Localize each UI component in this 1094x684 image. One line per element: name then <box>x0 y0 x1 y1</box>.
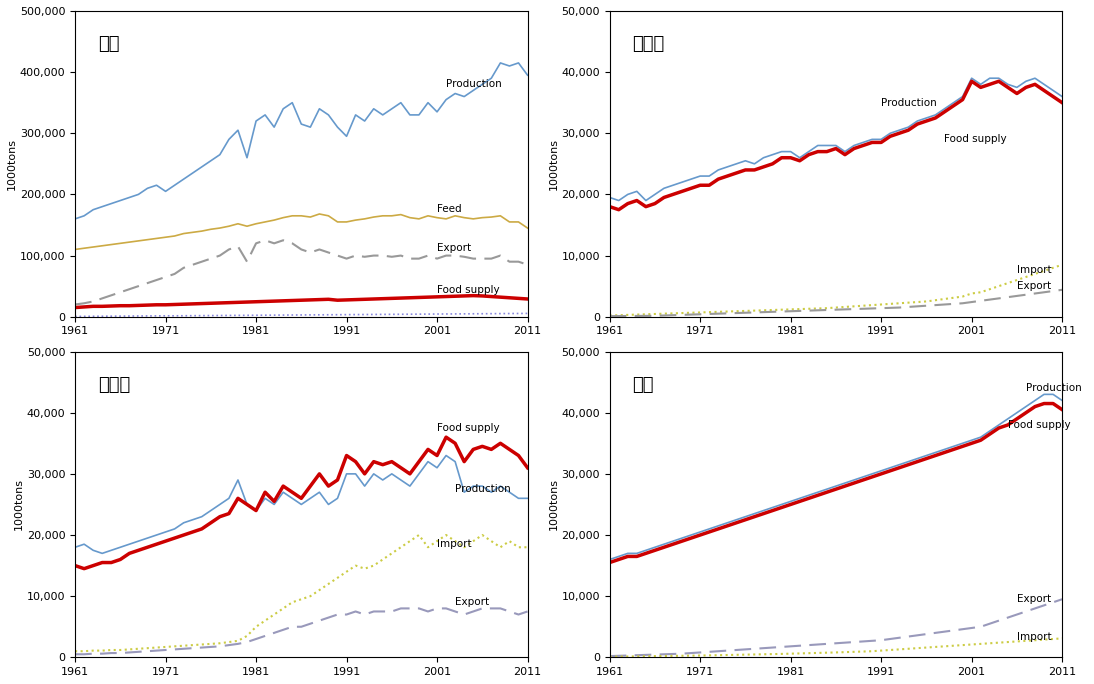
Text: Import: Import <box>437 539 472 549</box>
Y-axis label: 1000tons: 1000tons <box>548 138 559 190</box>
Text: Export: Export <box>1017 594 1051 604</box>
Text: Import: Import <box>1017 632 1051 642</box>
Text: Food supply: Food supply <box>437 423 500 433</box>
Text: Food supply: Food supply <box>944 135 1008 144</box>
Text: Production: Production <box>881 98 936 108</box>
Text: 곡류: 곡류 <box>97 36 119 53</box>
Text: 육류: 육류 <box>632 376 654 394</box>
Text: 채소류: 채소류 <box>632 36 664 53</box>
Text: Export: Export <box>455 597 489 607</box>
Text: Food supply: Food supply <box>437 285 500 295</box>
Text: Export: Export <box>437 244 472 253</box>
Text: Import: Import <box>1017 265 1051 275</box>
Y-axis label: 1000tons: 1000tons <box>14 478 24 531</box>
Y-axis label: 1000tons: 1000tons <box>7 138 16 190</box>
Text: Food supply: Food supply <box>1008 420 1070 430</box>
Y-axis label: 1000tons: 1000tons <box>548 478 559 531</box>
Text: 과실류: 과실류 <box>97 376 130 394</box>
Text: Export: Export <box>1017 280 1051 291</box>
Text: Production: Production <box>1026 383 1082 393</box>
Text: Production: Production <box>455 484 511 495</box>
Text: Production: Production <box>446 79 502 90</box>
Text: Feed: Feed <box>437 204 462 213</box>
